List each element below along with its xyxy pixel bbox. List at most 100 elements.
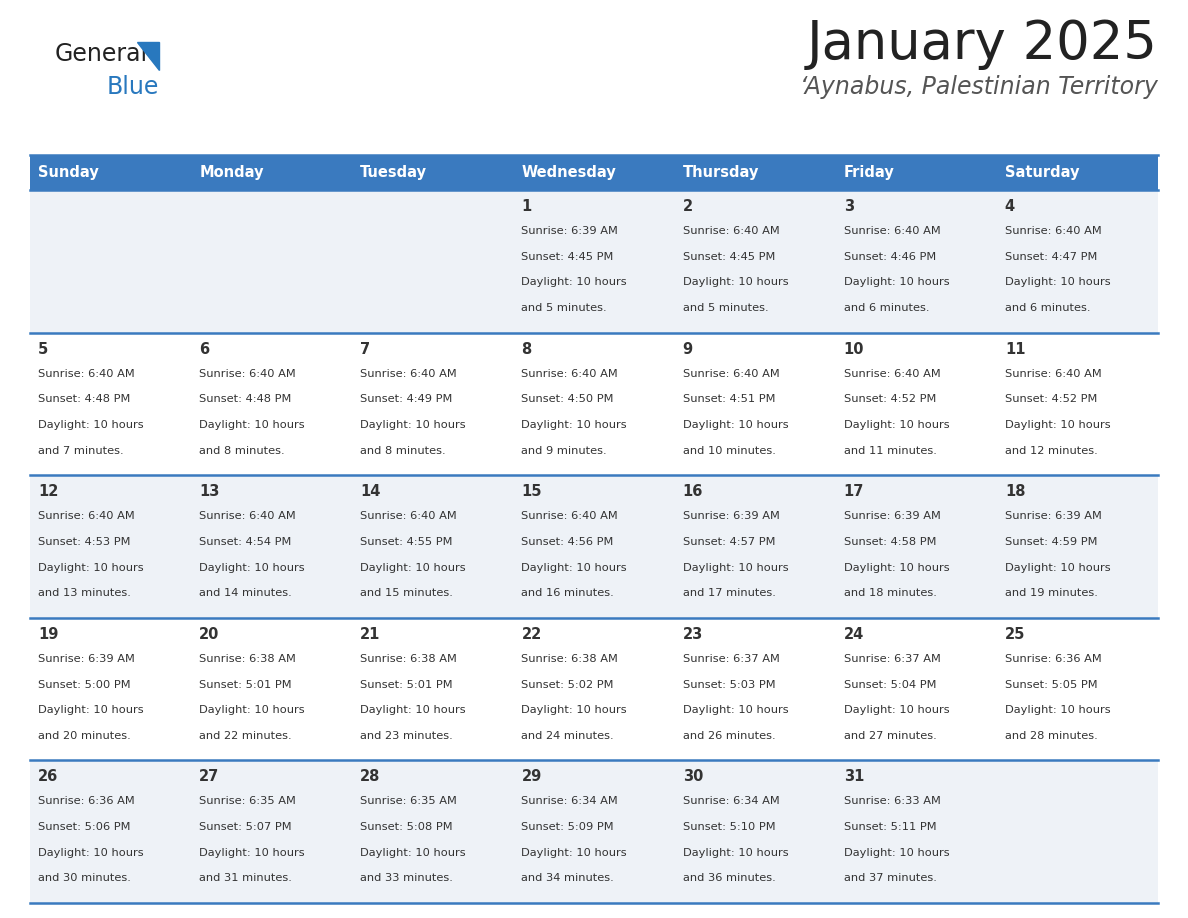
Text: Sunset: 5:07 PM: Sunset: 5:07 PM (200, 823, 292, 832)
Text: Sunset: 5:11 PM: Sunset: 5:11 PM (843, 823, 936, 832)
Text: Sunrise: 6:40 AM: Sunrise: 6:40 AM (200, 369, 296, 379)
Text: Sunrise: 6:38 AM: Sunrise: 6:38 AM (522, 654, 618, 664)
Text: Daylight: 10 hours: Daylight: 10 hours (522, 420, 627, 430)
Text: and 16 minutes.: and 16 minutes. (522, 588, 614, 599)
Bar (30, 618, 1158, 760)
Text: Daylight: 10 hours: Daylight: 10 hours (683, 705, 788, 715)
Text: Sunday: Sunday (38, 165, 99, 180)
Text: Sunset: 4:55 PM: Sunset: 4:55 PM (360, 537, 453, 547)
Text: 17: 17 (843, 484, 864, 499)
Text: Daylight: 10 hours: Daylight: 10 hours (360, 563, 466, 573)
Text: Sunrise: 6:39 AM: Sunrise: 6:39 AM (843, 511, 941, 521)
Text: 21: 21 (360, 627, 380, 642)
Text: Sunset: 5:02 PM: Sunset: 5:02 PM (522, 679, 614, 689)
Text: Sunrise: 6:39 AM: Sunrise: 6:39 AM (683, 511, 779, 521)
Text: 7: 7 (360, 341, 371, 356)
Text: Sunset: 4:48 PM: Sunset: 4:48 PM (200, 395, 291, 404)
Text: Daylight: 10 hours: Daylight: 10 hours (38, 705, 144, 715)
Text: and 8 minutes.: and 8 minutes. (360, 446, 446, 455)
Text: Sunrise: 6:34 AM: Sunrise: 6:34 AM (683, 797, 779, 807)
Text: Sunrise: 6:37 AM: Sunrise: 6:37 AM (683, 654, 779, 664)
Text: and 7 minutes.: and 7 minutes. (38, 446, 124, 455)
Text: Sunrise: 6:40 AM: Sunrise: 6:40 AM (522, 369, 618, 379)
Text: Sunset: 4:57 PM: Sunset: 4:57 PM (683, 537, 775, 547)
Text: 10: 10 (843, 341, 864, 356)
Text: and 31 minutes.: and 31 minutes. (200, 874, 292, 883)
Text: Daylight: 10 hours: Daylight: 10 hours (843, 420, 949, 430)
Text: Saturday: Saturday (1005, 165, 1080, 180)
Text: Sunset: 4:49 PM: Sunset: 4:49 PM (360, 395, 453, 404)
Text: Sunset: 5:05 PM: Sunset: 5:05 PM (1005, 679, 1098, 689)
Text: Sunrise: 6:38 AM: Sunrise: 6:38 AM (360, 654, 457, 664)
Text: 20: 20 (200, 627, 220, 642)
Text: Sunset: 5:04 PM: Sunset: 5:04 PM (843, 679, 936, 689)
Text: Daylight: 10 hours: Daylight: 10 hours (1005, 563, 1111, 573)
Text: Daylight: 10 hours: Daylight: 10 hours (360, 848, 466, 857)
Text: Sunset: 4:45 PM: Sunset: 4:45 PM (522, 252, 614, 262)
Text: Sunrise: 6:40 AM: Sunrise: 6:40 AM (38, 369, 134, 379)
Text: Sunrise: 6:40 AM: Sunrise: 6:40 AM (38, 511, 134, 521)
Text: General: General (55, 42, 148, 66)
Text: Daylight: 10 hours: Daylight: 10 hours (683, 420, 788, 430)
Text: 25: 25 (1005, 627, 1025, 642)
Text: and 24 minutes.: and 24 minutes. (522, 731, 614, 741)
Text: Blue: Blue (107, 75, 159, 99)
Text: Sunset: 5:06 PM: Sunset: 5:06 PM (38, 823, 131, 832)
Text: 26: 26 (38, 769, 58, 784)
Text: and 30 minutes.: and 30 minutes. (38, 874, 131, 883)
Text: 9: 9 (683, 341, 693, 356)
Text: Daylight: 10 hours: Daylight: 10 hours (683, 277, 788, 287)
Text: Sunset: 5:00 PM: Sunset: 5:00 PM (38, 679, 131, 689)
Text: Sunrise: 6:40 AM: Sunrise: 6:40 AM (683, 226, 779, 236)
Text: 30: 30 (683, 769, 703, 784)
Text: Sunrise: 6:33 AM: Sunrise: 6:33 AM (843, 797, 941, 807)
Text: 15: 15 (522, 484, 542, 499)
Text: Sunset: 4:45 PM: Sunset: 4:45 PM (683, 252, 775, 262)
Text: Sunrise: 6:36 AM: Sunrise: 6:36 AM (1005, 654, 1101, 664)
Text: Sunset: 4:47 PM: Sunset: 4:47 PM (1005, 252, 1098, 262)
Text: Sunrise: 6:36 AM: Sunrise: 6:36 AM (38, 797, 134, 807)
Text: 31: 31 (843, 769, 864, 784)
Text: Friday: Friday (843, 165, 895, 180)
Text: and 11 minutes.: and 11 minutes. (843, 446, 936, 455)
Text: Daylight: 10 hours: Daylight: 10 hours (843, 563, 949, 573)
Text: and 12 minutes.: and 12 minutes. (1005, 446, 1098, 455)
Text: 3: 3 (843, 199, 854, 214)
Polygon shape (137, 42, 159, 70)
Text: 22: 22 (522, 627, 542, 642)
Text: Daylight: 10 hours: Daylight: 10 hours (200, 420, 305, 430)
Text: Monday: Monday (200, 165, 264, 180)
Text: 16: 16 (683, 484, 703, 499)
Bar (30, 476, 1158, 618)
Text: and 22 minutes.: and 22 minutes. (200, 731, 292, 741)
Text: ‘Aynabus, Palestinian Territory: ‘Aynabus, Palestinian Territory (801, 75, 1158, 99)
Text: Daylight: 10 hours: Daylight: 10 hours (522, 848, 627, 857)
Text: Sunrise: 6:35 AM: Sunrise: 6:35 AM (360, 797, 457, 807)
Text: Daylight: 10 hours: Daylight: 10 hours (360, 420, 466, 430)
Text: Sunrise: 6:38 AM: Sunrise: 6:38 AM (200, 654, 296, 664)
Text: 24: 24 (843, 627, 864, 642)
Bar (30, 332, 1158, 476)
Text: Sunset: 5:09 PM: Sunset: 5:09 PM (522, 823, 614, 832)
Text: Daylight: 10 hours: Daylight: 10 hours (522, 705, 627, 715)
Text: Sunrise: 6:40 AM: Sunrise: 6:40 AM (1005, 369, 1101, 379)
Text: and 6 minutes.: and 6 minutes. (1005, 303, 1091, 313)
Text: 18: 18 (1005, 484, 1025, 499)
Text: 6: 6 (200, 341, 209, 356)
Text: 2: 2 (683, 199, 693, 214)
Text: Sunrise: 6:40 AM: Sunrise: 6:40 AM (360, 369, 457, 379)
Text: and 28 minutes.: and 28 minutes. (1005, 731, 1098, 741)
Text: 12: 12 (38, 484, 58, 499)
Text: Daylight: 10 hours: Daylight: 10 hours (683, 848, 788, 857)
Text: Sunrise: 6:40 AM: Sunrise: 6:40 AM (843, 226, 941, 236)
Text: Sunrise: 6:40 AM: Sunrise: 6:40 AM (683, 369, 779, 379)
Text: and 8 minutes.: and 8 minutes. (200, 446, 285, 455)
Text: and 33 minutes.: and 33 minutes. (360, 874, 453, 883)
Text: Sunrise: 6:34 AM: Sunrise: 6:34 AM (522, 797, 618, 807)
Text: 4: 4 (1005, 199, 1015, 214)
Text: Daylight: 10 hours: Daylight: 10 hours (1005, 420, 1111, 430)
Text: and 34 minutes.: and 34 minutes. (522, 874, 614, 883)
Text: and 17 minutes.: and 17 minutes. (683, 588, 776, 599)
Text: Sunrise: 6:39 AM: Sunrise: 6:39 AM (522, 226, 618, 236)
Text: Daylight: 10 hours: Daylight: 10 hours (200, 848, 305, 857)
